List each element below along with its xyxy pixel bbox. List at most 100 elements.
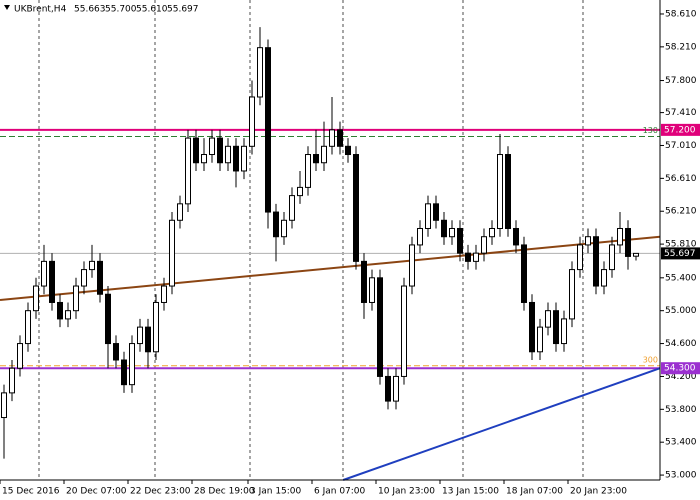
candle-body [145,326,151,353]
candle-body [97,260,103,295]
candle-body [449,227,455,238]
candle-body [313,154,319,164]
candle-body [433,203,439,221]
candle-body [457,227,463,254]
candle-body [217,137,223,164]
candle-body [345,145,351,156]
candle-body [545,310,551,328]
candle-body [633,252,639,257]
candle-body [121,359,127,386]
candle-body [505,154,511,229]
candle-body [297,186,303,197]
candle-body [369,277,375,303]
candle-body [441,219,447,238]
candle-body [81,269,87,287]
candle-body [233,145,239,172]
y-tick-label: 54.600 [665,339,697,349]
header-low: 55.610 [136,5,168,15]
candle-body [329,129,335,147]
candle-body [561,318,567,345]
candle-body [113,343,119,361]
x-tick-label: 28 Dec 19:00 [194,487,255,497]
candle-body [209,137,215,156]
x-tick-label: 20 Dec 07:00 [66,487,127,497]
candle-body [241,145,247,172]
level-label-box [661,362,700,375]
symbol: UKBrent,H4 [14,5,67,15]
header-open: 55.663 [74,5,106,15]
candle-body [105,293,111,345]
level-label: 55.697 [664,249,696,259]
candle-body [281,219,287,238]
candle-body [169,219,175,287]
candle-body [537,326,543,353]
candle-body [625,227,631,257]
level-label-box [661,247,700,260]
y-tick-label: 53.400 [665,438,697,448]
candle-body [393,375,399,402]
x-tick-label: 22 Dec 23:00 [130,487,191,497]
y-tick-label: 53.000 [665,471,697,481]
candle-body [25,310,31,345]
candle-body [17,343,23,369]
header-high: 55.700 [105,5,137,15]
level-label-box [661,123,700,136]
candle-body [617,227,623,246]
candle-body [569,269,575,320]
level-label: 57.200 [664,125,696,135]
candle-body [193,137,199,164]
header-icon [4,5,10,10]
candle-body [137,326,143,345]
candle-body [321,145,327,164]
candle-body [377,277,383,377]
y-tick-label: 55.000 [665,306,697,316]
y-tick-label: 54.200 [665,372,697,382]
x-tick-label: 20 Jan 23:00 [570,487,627,497]
candle-body [257,47,263,98]
y-tick-label: 55.400 [665,273,697,283]
x-tick-label: 18 Jan 07:00 [506,487,563,497]
candle-body [225,145,231,164]
trend-line [342,367,661,481]
y-tick-label: 56.610 [665,174,697,184]
candle-body [593,236,599,287]
candle-body [361,260,367,303]
plot-area [0,0,661,481]
x-tick-label: 3 Jan 15:00 [250,487,302,497]
candle-body [273,211,279,238]
candle-body [265,47,271,213]
candle-body [161,285,167,303]
y-tick-label: 57.010 [665,141,697,151]
candle-body [89,260,95,271]
candle-body [585,236,591,246]
candle-body [49,260,55,303]
y-tick-label: 55.810 [665,240,697,250]
candle-body [609,244,615,271]
candle-body [513,227,519,246]
candle-body [521,244,527,303]
trend-line [0,235,661,301]
candle-body [601,269,607,287]
candle-body [65,310,71,320]
candle-body [9,367,15,394]
candle-body [473,252,479,262]
candle-body [73,285,79,312]
y-tick-label: 56.210 [665,207,697,217]
y-tick-label: 58.610 [665,9,697,19]
candle-body [409,244,415,287]
y-tick-label: 57.410 [665,108,697,118]
candle-body [577,244,583,271]
candle-body [201,154,207,164]
candle-body [497,154,503,229]
y-tick-label: 53.800 [665,405,697,415]
candle-body [425,203,431,229]
y-tick-label: 57.800 [665,76,697,86]
x-tick-label: 13 Jan 15:00 [442,487,499,497]
candle-body [289,195,295,221]
candle-body [481,236,487,254]
x-tick-label: 6 Jan 07:00 [314,487,366,497]
candle-body [177,203,183,221]
candle-body [41,260,47,287]
y-tick-label: 58.210 [665,42,697,52]
candle-body [33,285,39,312]
